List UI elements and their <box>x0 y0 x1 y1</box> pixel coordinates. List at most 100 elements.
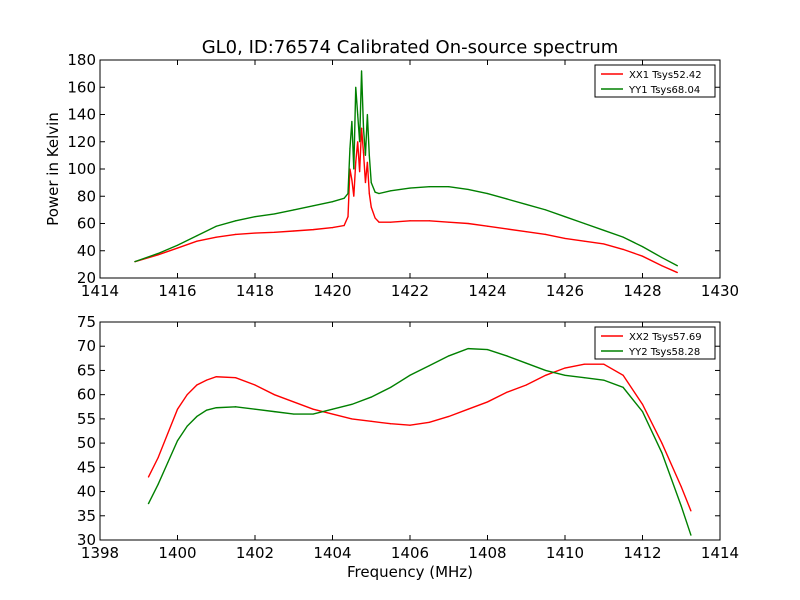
x-tick-label: 1420 <box>313 282 351 300</box>
data-point-yy2-14 <box>351 403 353 405</box>
data-point-yy1-2 <box>176 244 179 246</box>
data-point-yy2-29 <box>641 411 644 413</box>
x-tick-label: 1406 <box>391 544 429 562</box>
data-point-yy2-27 <box>603 379 605 381</box>
data-point-yy1-36 <box>564 216 566 218</box>
x-tick-label: 1424 <box>468 282 506 300</box>
y-tick-label: 45 <box>77 458 96 476</box>
data-point-yy1-16 <box>355 86 357 88</box>
data-point-xx1-4 <box>215 236 217 238</box>
data-point-yy1-20 <box>362 127 365 129</box>
data-point-xx1-33 <box>506 228 508 230</box>
data-point-xx1-21 <box>364 182 367 184</box>
legend: XX2 Tsys57.69 YY2 Tsys58.28 <box>594 326 716 360</box>
data-point-xx1-34 <box>525 231 527 233</box>
legend: XX1 Tsys52.42 YY1 Tsys68.04 <box>594 64 716 98</box>
data-point-xx1-26 <box>378 221 380 223</box>
top-panel-ylabel: Power in Kelvin <box>44 112 62 226</box>
data-point-xx1-15 <box>353 195 355 197</box>
data-point-xx2-5 <box>196 384 198 386</box>
data-point-yy2-2 <box>167 461 169 464</box>
x-tick-label: 1414 <box>81 282 119 300</box>
data-point-xx1-7 <box>273 231 275 233</box>
data-point-xx1-20 <box>362 152 365 154</box>
data-point-yy2-1 <box>157 483 159 485</box>
y-tick-label: 55 <box>77 410 96 428</box>
x-tick-label: 1430 <box>701 282 739 300</box>
data-point-xx1-41 <box>661 265 663 267</box>
x-tick-label: 1426 <box>546 282 584 300</box>
y-tick-label: 20 <box>77 269 96 287</box>
x-tick-label: 1418 <box>236 282 274 300</box>
figure-title: GL0, ID:76574 Calibrated On-source spect… <box>202 37 619 58</box>
data-point-yy1-42 <box>676 265 678 267</box>
data-point-xx1-5 <box>235 233 237 235</box>
data-point-yy2-25 <box>564 374 566 376</box>
data-point-xx2-28 <box>622 374 624 376</box>
data-point-yy2-21 <box>486 349 489 351</box>
data-point-xx2-18 <box>428 421 430 423</box>
data-point-yy1-4 <box>215 225 217 227</box>
data-point-yy1-0 <box>134 261 136 263</box>
data-point-yy1-17 <box>357 113 359 116</box>
data-point-xx1-28 <box>409 220 411 222</box>
data-point-xx2-23 <box>525 384 527 386</box>
data-point-yy2-18 <box>428 365 430 367</box>
data-point-xx2-11 <box>293 401 295 403</box>
y-tick-label: 30 <box>77 531 96 549</box>
data-point-xx1-8 <box>293 230 295 232</box>
y-tick-label: 120 <box>67 133 96 151</box>
figure-xlabel: Frequency (MHz) <box>347 563 473 581</box>
data-point-yy2-9 <box>254 408 256 410</box>
legend-label: YY1 Tsys68.04 <box>628 85 700 96</box>
y-tick-label: 40 <box>77 242 96 260</box>
data-point-yy2-30 <box>661 452 663 454</box>
data-point-yy2-4 <box>186 425 188 427</box>
data-point-xx2-15 <box>370 420 372 422</box>
data-point-xx2-24 <box>545 374 547 376</box>
data-point-xx1-9 <box>312 229 314 231</box>
data-point-xx2-29 <box>641 403 644 405</box>
data-point-xx1-42 <box>676 271 678 274</box>
data-point-xx1-38 <box>603 243 605 245</box>
data-point-yy1-1 <box>157 252 159 255</box>
x-tick-label: 1410 <box>546 544 584 562</box>
data-point-xx1-35 <box>545 233 547 235</box>
y-tick-label: 75 <box>77 313 96 331</box>
data-point-yy1-9 <box>312 205 314 207</box>
data-point-yy2-10 <box>273 411 275 413</box>
data-point-xx2-32 <box>690 510 692 512</box>
data-point-xx2-0 <box>147 476 150 478</box>
data-point-xx1-1 <box>157 254 159 256</box>
data-point-xx1-10 <box>331 226 334 229</box>
data-point-xx2-4 <box>186 394 188 396</box>
data-point-xx1-3 <box>196 240 198 242</box>
data-point-xx2-3 <box>176 408 179 410</box>
data-point-xx1-31 <box>467 222 469 225</box>
data-point-yy1-34 <box>525 203 527 206</box>
data-point-yy1-39 <box>622 236 624 238</box>
legend-box <box>594 326 716 360</box>
data-point-yy1-21 <box>364 154 367 156</box>
data-point-xx1-6 <box>254 232 256 234</box>
data-point-yy2-6 <box>205 409 208 411</box>
data-point-yy2-31 <box>680 505 682 507</box>
data-point-xx1-30 <box>448 221 450 223</box>
legend-label: YY2 Tsys58.28 <box>628 347 700 358</box>
data-point-yy2-3 <box>176 440 179 442</box>
legend-label: XX1 Tsys52.42 <box>629 70 702 81</box>
y-tick-label: 160 <box>67 78 96 96</box>
data-point-xx2-20 <box>467 408 469 410</box>
data-point-xx1-17 <box>357 141 359 143</box>
data-point-xx2-12 <box>312 408 314 410</box>
y-tick-label: 60 <box>77 215 96 233</box>
data-point-xx1-36 <box>564 237 566 240</box>
data-point-yy2-26 <box>583 377 585 379</box>
data-point-xx2-13 <box>331 413 334 415</box>
bottom-spectrum-panel: 1398 1400 1402 1404 1406 1408 1410 1412 1414 30 35… <box>77 313 739 562</box>
data-point-yy1-37 <box>583 222 585 225</box>
data-point-yy2-17 <box>409 374 411 376</box>
data-point-yy1-22 <box>366 113 368 116</box>
